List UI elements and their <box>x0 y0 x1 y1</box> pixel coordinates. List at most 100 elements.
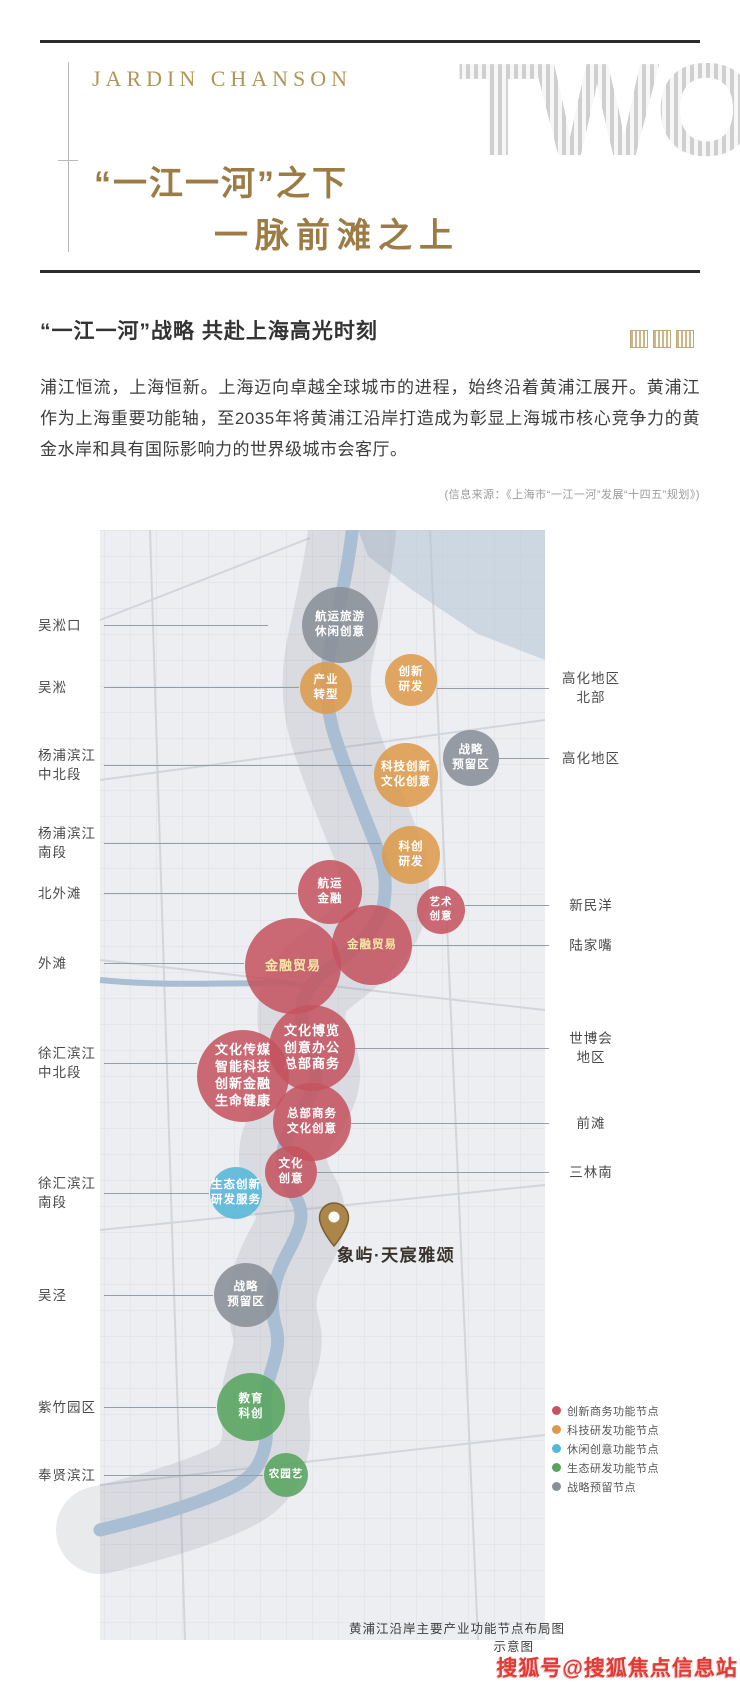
map-area-label-line: 杨浦滨江 <box>38 748 96 763</box>
legend-label: 科技研发功能节点 <box>567 1424 659 1437</box>
map-area-label-line: 中北段 <box>38 767 82 782</box>
legend-dot-icon <box>552 1482 561 1491</box>
section-heading: “一江一河”战略 共赴上海高光时刻 <box>40 320 378 343</box>
map-node-label: 转型 <box>313 689 339 701</box>
label-connector-line <box>104 893 297 894</box>
site-watermark: 搜狐号@搜狐焦点信息站 <box>496 1657 738 1680</box>
map-node-label: 产业 <box>313 674 339 687</box>
label-connector-line <box>351 1123 549 1124</box>
map-area-label-line: 杨浦滨江 <box>38 826 96 841</box>
decorative-vertical-line <box>68 62 69 252</box>
river-map: 航运旅游 休闲创意 产业 转型 创新 研发 科技创新 文化创意 战略 预留区 科创 研发 航运 金融 艺术创… <box>0 530 740 1661</box>
map-node-label: 研发 <box>398 856 424 868</box>
legend-dot-icon <box>552 1406 561 1415</box>
chapter-watermark: TWO <box>458 44 740 176</box>
label-connector-line <box>412 945 549 946</box>
label-connector-line <box>317 1172 549 1173</box>
map-node-label: 金融 <box>317 893 343 905</box>
map-node-label: 科创 <box>398 841 424 854</box>
map-node-label: 艺术 <box>429 896 453 909</box>
map-area-label: 陆家嘴 <box>551 936 631 955</box>
legend-item: 战略预留节点 <box>552 1477 659 1496</box>
map-area-label: 吴泾 <box>38 1286 120 1305</box>
map-node-label: 生命健康 <box>214 1092 271 1108</box>
map-area-label: 吴淞 <box>38 678 120 697</box>
map-node-label: 生态创新 <box>211 1179 261 1192</box>
map-area-label-line: 徐汇滨江 <box>38 1046 96 1061</box>
source-note: (信息来源：《上海市“一江一河”发展“十四五”规划》) <box>444 489 700 501</box>
map-area-label-line: 外滩 <box>38 955 67 971</box>
map-node: 创新 研发 <box>385 654 437 706</box>
legend-dot-icon <box>552 1425 561 1434</box>
map-node-label: 预留区 <box>452 759 490 771</box>
map-area-label-line: 世博会 <box>569 1031 613 1046</box>
decorative-tick <box>58 160 78 161</box>
page-title: “一江一河”之下 一脉前滩之上 <box>0 158 460 262</box>
map-area-label-line: 北外滩 <box>38 885 82 901</box>
map-area-label-line: 南段 <box>38 1195 67 1210</box>
label-connector-line <box>499 758 549 759</box>
legend-label: 创新商务功能节点 <box>567 1405 659 1418</box>
map-area-label-line: 吴泾 <box>38 1287 67 1303</box>
map-node: 产业 转型 <box>300 662 352 714</box>
map-area-label: 杨浦滨江 南段 <box>38 824 120 862</box>
map-caption: 黄浦江沿岸主要产业功能节点布局图 示意图 <box>344 1620 570 1656</box>
map-area-label: 徐汇滨江 南段 <box>38 1174 120 1212</box>
map-node: 农园艺 <box>264 1453 308 1497</box>
label-connector-line <box>104 625 268 626</box>
map-area-label-line: 紫竹园区 <box>38 1399 96 1415</box>
map-area-label: 世博会 地区 <box>551 1029 631 1067</box>
map-area-label-line: 前滩 <box>576 1115 606 1131</box>
map-node-label: 文化 <box>278 1158 304 1171</box>
map-area-label-line: 高化地区 <box>562 750 620 766</box>
legend-item: 休闲创意功能节点 <box>552 1439 659 1458</box>
map-node-label: 文化创意 <box>381 776 431 788</box>
map-legend: 创新商务功能节点 科技研发功能节点 休闲创意功能节点 生态研发功能节点 战略预留节点 <box>552 1401 659 1496</box>
label-connector-line <box>104 1295 213 1296</box>
map-node-label: 农园艺 <box>268 1468 304 1481</box>
seal-decoration-icon <box>630 330 694 348</box>
map-node: 金融贸易 <box>245 918 341 1014</box>
map-node-label: 休闲创意 <box>315 626 365 638</box>
top-divider <box>40 40 700 43</box>
map-area-label-line: 奉贤滨江 <box>38 1467 96 1483</box>
map-node: 战略 预留区 <box>214 1263 278 1327</box>
map-area-label: 奉贤滨江 <box>38 1466 120 1485</box>
map-node-label: 研发 <box>398 681 424 693</box>
map-area-label-line: 吴淞口 <box>38 617 82 633</box>
map-area-label: 紫竹园区 <box>38 1398 120 1417</box>
map-roads <box>99 530 546 1641</box>
legend-item: 创新商务功能节点 <box>552 1401 659 1420</box>
map-node-label: 航运 <box>317 878 343 891</box>
label-connector-line <box>465 905 549 906</box>
map-node-label: 战略 <box>458 744 484 757</box>
label-connector-line <box>104 963 244 964</box>
map-caption-line1: 黄浦江沿岸主要产业功能节点布局图 <box>348 1622 565 1636</box>
map-node-label: 总部商务 <box>287 1108 337 1121</box>
location-pin-icon <box>318 1202 350 1248</box>
map-area-label: 北外滩 <box>38 884 120 903</box>
map-node-label: 金融贸易 <box>264 957 321 973</box>
label-connector-line <box>104 687 299 688</box>
map-area-label-line: 南段 <box>38 845 67 860</box>
map-node: 文化传媒 智能科技 创新金融 生命健康 <box>197 1030 289 1122</box>
map-area-label: 杨浦滨江 中北段 <box>38 746 120 784</box>
label-connector-line <box>355 1048 549 1049</box>
brand-name: JARDIN CHANSON <box>92 66 353 91</box>
label-connector-line <box>437 688 549 689</box>
label-connector-line <box>104 1475 263 1476</box>
map-node-label: 创意 <box>429 910 453 922</box>
map-node: 文化 创意 <box>265 1146 317 1198</box>
map-area-label: 前滩 <box>551 1114 631 1133</box>
legend-dot-icon <box>552 1444 561 1453</box>
body-paragraph: 浦江恒流，上海恒新。上海迈向卓越全球城市的进程，始终沿着黄浦江展开。黄浦江作为上… <box>40 378 700 459</box>
project-name-label: 象屿·天宸雅颂 <box>337 1246 456 1265</box>
label-connector-line <box>104 1193 209 1194</box>
map-node-label: 创新金融 <box>214 1076 271 1091</box>
map-node-label: 科技创新 <box>381 761 431 774</box>
map-node-label: 文化博览 <box>283 1022 340 1038</box>
legend-label: 休闲创意功能节点 <box>567 1443 659 1456</box>
map-node-label: 总部商务 <box>283 1056 340 1072</box>
map-node: 金融贸易 <box>332 905 412 985</box>
